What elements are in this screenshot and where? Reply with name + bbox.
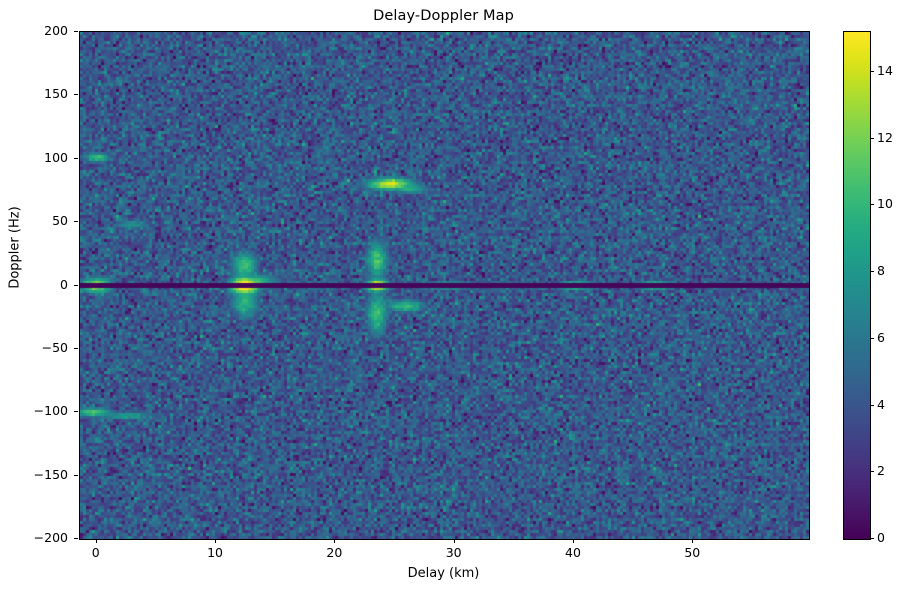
colorbar-tick-label: 2 [877, 463, 885, 479]
x-tick-label: 10 [207, 545, 223, 560]
y-tick-label: 0 [60, 276, 68, 292]
y-tick-mark [74, 31, 78, 32]
colorbar-tick-mark [870, 204, 874, 206]
y-tick-mark [74, 474, 78, 476]
x-tick-label: 20 [326, 545, 343, 560]
delay-doppler-heatmap [80, 32, 809, 539]
y-tick-label: −50 [41, 339, 68, 355]
y-tick-label: −150 [33, 466, 68, 482]
y-tick-label: −100 [33, 403, 68, 419]
colorbar-tick-mark [870, 471, 874, 473]
y-tick-label: 150 [44, 86, 68, 102]
x-tick-mark [572, 539, 574, 543]
colorbar [843, 31, 871, 540]
x-tick-mark [334, 539, 336, 543]
x-tick-mark [215, 539, 217, 543]
colorbar-tick-mark [870, 71, 874, 73]
y-tick-mark [74, 347, 78, 349]
colorbar-tick-mark [870, 538, 874, 539]
y-tick-mark [74, 221, 78, 223]
y-tick-mark [74, 94, 78, 96]
y-tick-mark [74, 284, 78, 286]
y-axis-label: Doppler (Hz) [7, 206, 23, 289]
colorbar-tick-label: 6 [877, 329, 885, 345]
x-tick-label: 40 [565, 545, 581, 560]
x-tick-mark [692, 539, 694, 543]
y-tick-mark [74, 411, 78, 413]
y-tick-label: 200 [44, 23, 68, 38]
x-tick-label: 0 [91, 545, 100, 560]
x-axis-label: Delay (km) [407, 566, 480, 581]
y-tick-label: 100 [44, 149, 68, 165]
colorbar-gradient [844, 32, 870, 539]
x-tick-label: 50 [684, 545, 701, 560]
y-tick-mark [74, 538, 78, 539]
page-title: Delay-Doppler Map [373, 8, 514, 24]
x-tick-mark [453, 539, 455, 543]
y-tick-label: −200 [33, 530, 68, 545]
colorbar-tick-label: 0 [877, 530, 885, 545]
colorbar-tick-label: 8 [877, 263, 885, 279]
colorbar-tick-mark [870, 337, 874, 339]
x-tick-label: 30 [445, 545, 462, 560]
colorbar-tick-label: 14 [877, 63, 893, 79]
y-tick-mark [74, 157, 78, 159]
plot-axes [79, 31, 810, 540]
colorbar-tick-label: 4 [877, 396, 885, 412]
colorbar-tick-label: 10 [877, 196, 893, 212]
y-tick-label: 50 [52, 213, 68, 229]
x-tick-mark [95, 539, 97, 543]
colorbar-tick-mark [870, 137, 874, 139]
colorbar-tick-mark [870, 271, 874, 273]
colorbar-tick-label: 12 [877, 129, 893, 145]
colorbar-tick-mark [870, 404, 874, 406]
